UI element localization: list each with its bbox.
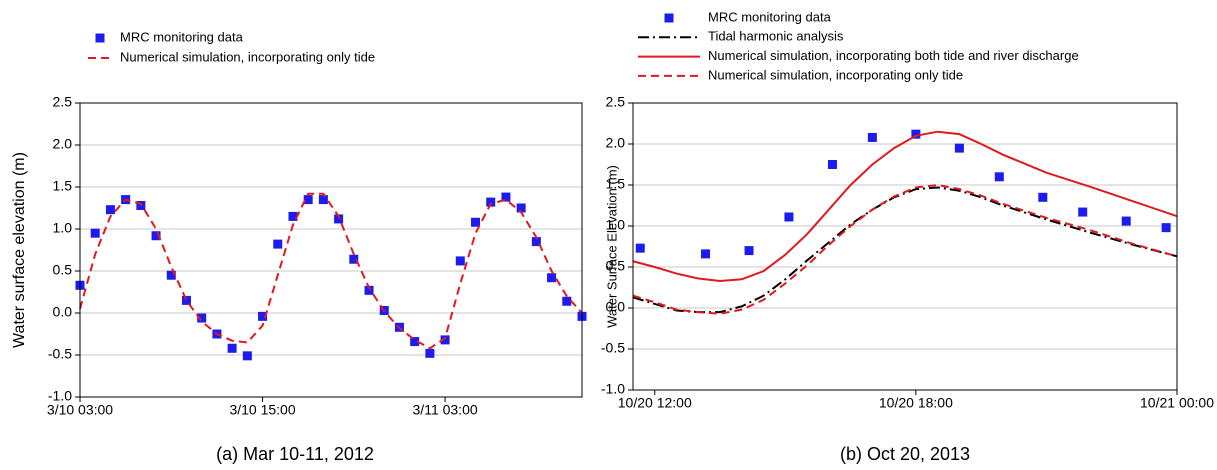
data-point xyxy=(954,143,964,153)
data-point xyxy=(486,197,496,207)
caption: (b) Oct 20, 2013 xyxy=(840,444,970,464)
y-tick-label: -1.0 xyxy=(48,388,72,404)
series-line xyxy=(632,183,1178,315)
data-point xyxy=(867,132,877,142)
legend-marker xyxy=(664,13,674,23)
data-point xyxy=(501,192,511,202)
data-point xyxy=(349,254,359,264)
data-point xyxy=(425,348,435,358)
data-point xyxy=(227,343,237,353)
data-point xyxy=(827,160,837,169)
y-tick-label: 0.5 xyxy=(53,262,73,278)
series-line xyxy=(79,192,583,350)
legend-label: MRC monitoring data xyxy=(708,9,832,24)
data-point xyxy=(410,337,420,347)
data-point xyxy=(181,295,191,305)
x-tick-label: 10/20 12:00 xyxy=(618,395,692,411)
legend-label: MRC monitoring data xyxy=(120,29,244,44)
data-point xyxy=(105,205,115,215)
legend-label: Numerical simulation, incorporating only… xyxy=(708,67,963,82)
data-point xyxy=(1078,207,1088,217)
data-point xyxy=(455,256,465,266)
x-tick-label: 10/20 18:00 xyxy=(879,395,953,411)
data-point xyxy=(471,217,481,227)
y-tick-label: 1.0 xyxy=(53,220,73,236)
y-tick-label: -0.5 xyxy=(601,340,625,356)
data-point xyxy=(318,195,328,205)
data-point xyxy=(1161,223,1171,233)
data-point xyxy=(258,311,268,321)
y-tick-label: -0.5 xyxy=(48,346,72,362)
y-tick-label: 0.5 xyxy=(606,258,626,274)
data-point xyxy=(516,203,526,213)
data-point xyxy=(635,243,645,253)
data-point xyxy=(166,270,176,280)
data-point xyxy=(784,212,794,222)
legend-label: Numerical simulation, incorporating both… xyxy=(708,48,1079,63)
data-point xyxy=(562,296,572,306)
plot-frame xyxy=(632,102,1178,391)
data-point xyxy=(1121,216,1131,226)
y-tick-label: 1.5 xyxy=(53,178,73,194)
data-point xyxy=(531,237,541,247)
data-point xyxy=(440,335,450,345)
series-line xyxy=(632,186,1178,314)
y-tick-label: 0.0 xyxy=(606,299,626,315)
x-tick-label: 3/11 03:00 xyxy=(413,402,478,418)
data-point xyxy=(90,228,100,238)
y-tick-label: 2.5 xyxy=(606,94,626,110)
data-point xyxy=(744,246,754,256)
caption: (a) Mar 10-11, 2012 xyxy=(216,444,374,464)
data-point xyxy=(364,285,374,295)
data-point xyxy=(273,239,283,249)
legend-marker xyxy=(95,33,105,43)
data-point xyxy=(701,249,711,259)
y-tick-label: 1.0 xyxy=(606,217,626,233)
y-axis-label: Water surface elevation (m) xyxy=(11,152,28,348)
y-tick-label: -1.0 xyxy=(601,381,625,397)
y-tick-label: 2.0 xyxy=(53,136,73,152)
data-point xyxy=(242,351,252,361)
data-point xyxy=(151,231,161,241)
data-point xyxy=(303,195,313,205)
y-axis-label: Water Surface Elevation (m) xyxy=(604,165,619,328)
data-point xyxy=(994,172,1004,182)
data-point xyxy=(1038,192,1048,202)
y-tick-label: 2.5 xyxy=(53,94,73,110)
y-tick-label: 1.5 xyxy=(606,176,626,192)
x-tick-label: 10/21 00:00 xyxy=(1140,395,1214,411)
legend-label: Numerical simulation, incorporating only… xyxy=(120,49,375,64)
data-point xyxy=(197,313,207,323)
plot-frame xyxy=(79,102,583,398)
x-tick-label: 3/10 03:00 xyxy=(47,402,113,418)
y-tick-label: 2.0 xyxy=(606,135,626,151)
data-point xyxy=(288,211,298,221)
y-tick-label: 0.0 xyxy=(53,304,73,320)
data-point xyxy=(547,273,557,283)
series-line xyxy=(632,130,1178,282)
legend-label: Tidal harmonic analysis xyxy=(708,29,844,44)
x-tick-label: 3/10 15:00 xyxy=(229,402,295,418)
data-point xyxy=(911,129,921,139)
